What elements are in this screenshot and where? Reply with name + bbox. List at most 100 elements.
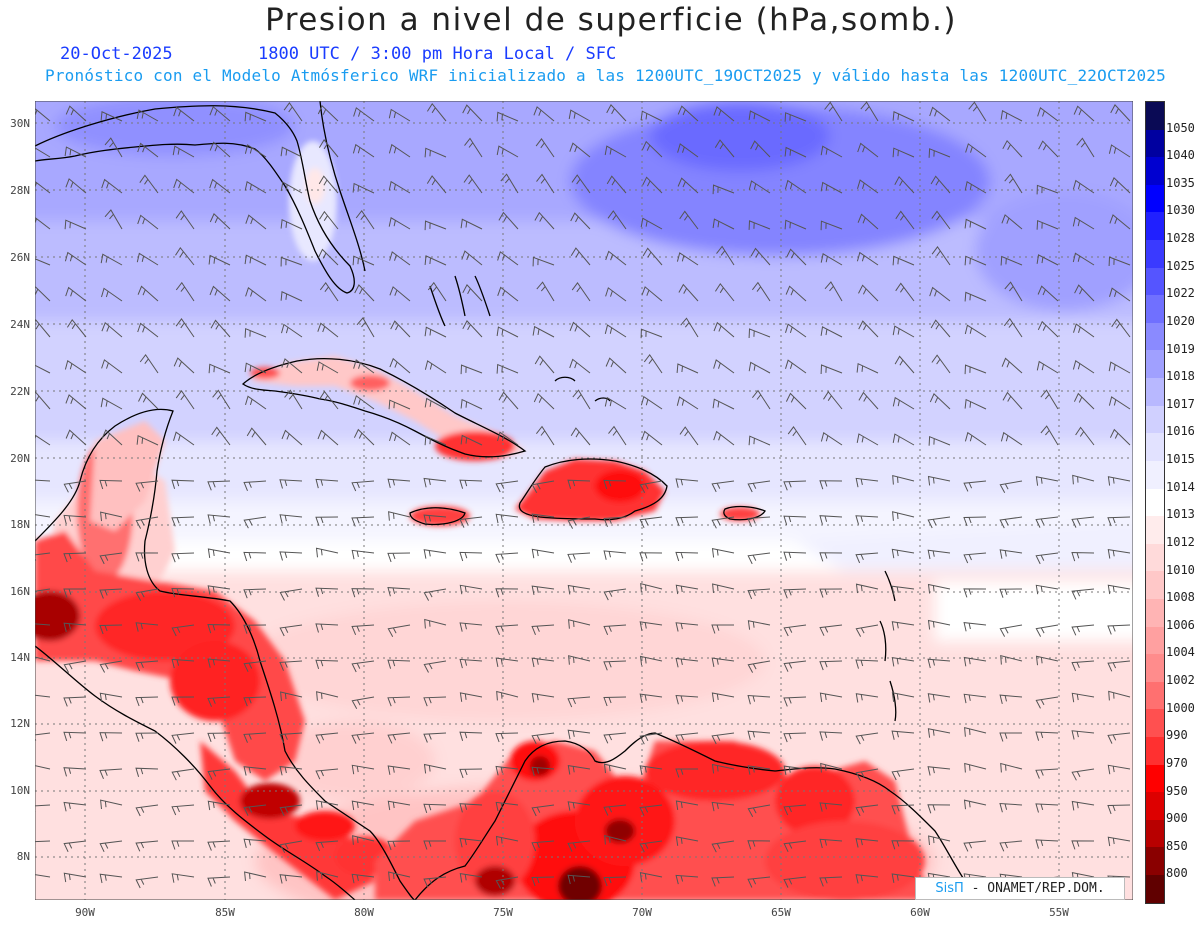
wind-barb [459,872,483,883]
wind-barb [279,551,303,561]
wind-barb [99,552,123,565]
wind-barb [533,106,555,122]
wind-barb [531,513,555,523]
wind-barb [1071,588,1095,600]
colorbar-label: 970 [1166,755,1188,770]
wind-barb [891,656,915,667]
wind-barb [175,318,195,338]
wind-barb [747,730,771,741]
wind-barb [135,767,159,777]
colorbar-label: 1017 [1166,396,1195,411]
wind-barb [570,212,591,230]
wind-barb [819,838,843,849]
wind-barb [819,552,843,562]
wind-barb [35,479,51,486]
wind-barb [1111,318,1131,338]
wind-barb [856,433,879,446]
wind-barb [423,660,447,673]
wind-barb [389,251,411,266]
wind-barb [352,182,375,194]
wind-barb [675,800,699,810]
wind-barb [891,804,915,815]
wind-barb [1035,768,1059,779]
wind-barb [785,323,807,338]
wind-barb [783,804,807,816]
wind-barb [820,145,843,158]
wind-barb [173,431,195,446]
wind-barb [281,358,303,374]
wind-barb [677,177,699,194]
wind-barb [424,255,447,266]
sispi-logo: SisΠ [935,881,964,896]
wind-barb [243,660,267,673]
wind-barb [855,693,879,703]
wind-barb [135,696,159,707]
wind-barb [35,656,51,662]
wind-barb [356,317,375,338]
lat-label-22n: 22N [10,385,30,398]
wind-barb [964,181,987,194]
wind-barb [1107,660,1131,672]
wind-barb [35,147,51,158]
wind-barb [424,147,447,158]
wind-barb [101,287,123,302]
wind-barb [675,836,699,846]
wind-barb [1000,255,1023,266]
wind-barb [820,181,843,194]
colorbar-label: 1014 [1166,479,1195,494]
wind-barb [1071,624,1095,636]
wind-barb [641,286,663,302]
wind-barb [603,763,627,774]
wind-barb [964,218,987,230]
wind-barb [388,399,411,410]
wind-barb [207,623,231,634]
wind-barb [243,624,267,634]
wind-barb [351,660,375,673]
wind-barb [571,282,591,302]
puerto-rico-coast [723,505,766,521]
wind-barb [319,210,339,230]
wind-barb [1035,584,1059,595]
wind-barb [531,732,555,745]
wind-barb [35,623,51,630]
wind-barb [353,107,375,122]
wind-barb [387,587,411,597]
wind-barb [713,106,735,122]
wind-barb [244,254,267,266]
wind-barb [315,547,339,558]
wind-barb [784,112,807,122]
wind-barb [712,218,735,230]
lat-label-20n: 20N [10,452,30,465]
wind-barb [462,104,483,122]
wind-barb [819,802,843,812]
wind-barb [1109,428,1131,446]
wind-barb [1004,173,1023,194]
wind-barb [819,731,843,741]
lat-label-28n: 28N [10,184,30,197]
wind-barb [964,727,987,737]
colorbar-swatch [1146,875,1164,903]
wind-barb [388,180,411,194]
wind-barb [496,145,519,158]
wind-barb [568,619,591,629]
wind-barb [639,480,663,493]
wind-barb [534,211,555,230]
wind-barb [315,800,339,810]
wind-barb [171,768,195,781]
wind-barb [495,835,519,846]
wind-barb [784,179,807,194]
wind-barb [531,766,555,777]
wind-barb [244,181,267,194]
wind-barb [244,871,267,881]
wind-barb [244,144,267,158]
wind-barb [570,247,591,266]
lon-label-70w: 70W [632,906,652,919]
colorbar-label: 850 [1166,838,1188,853]
colorbar-label: 1025 [1166,258,1195,273]
colorbar-swatch [1146,184,1164,213]
wind-barb [175,210,195,230]
wind-barb [243,516,267,529]
wind-barb [495,624,519,635]
wind-barb [459,584,483,595]
wind-barb [101,429,123,446]
